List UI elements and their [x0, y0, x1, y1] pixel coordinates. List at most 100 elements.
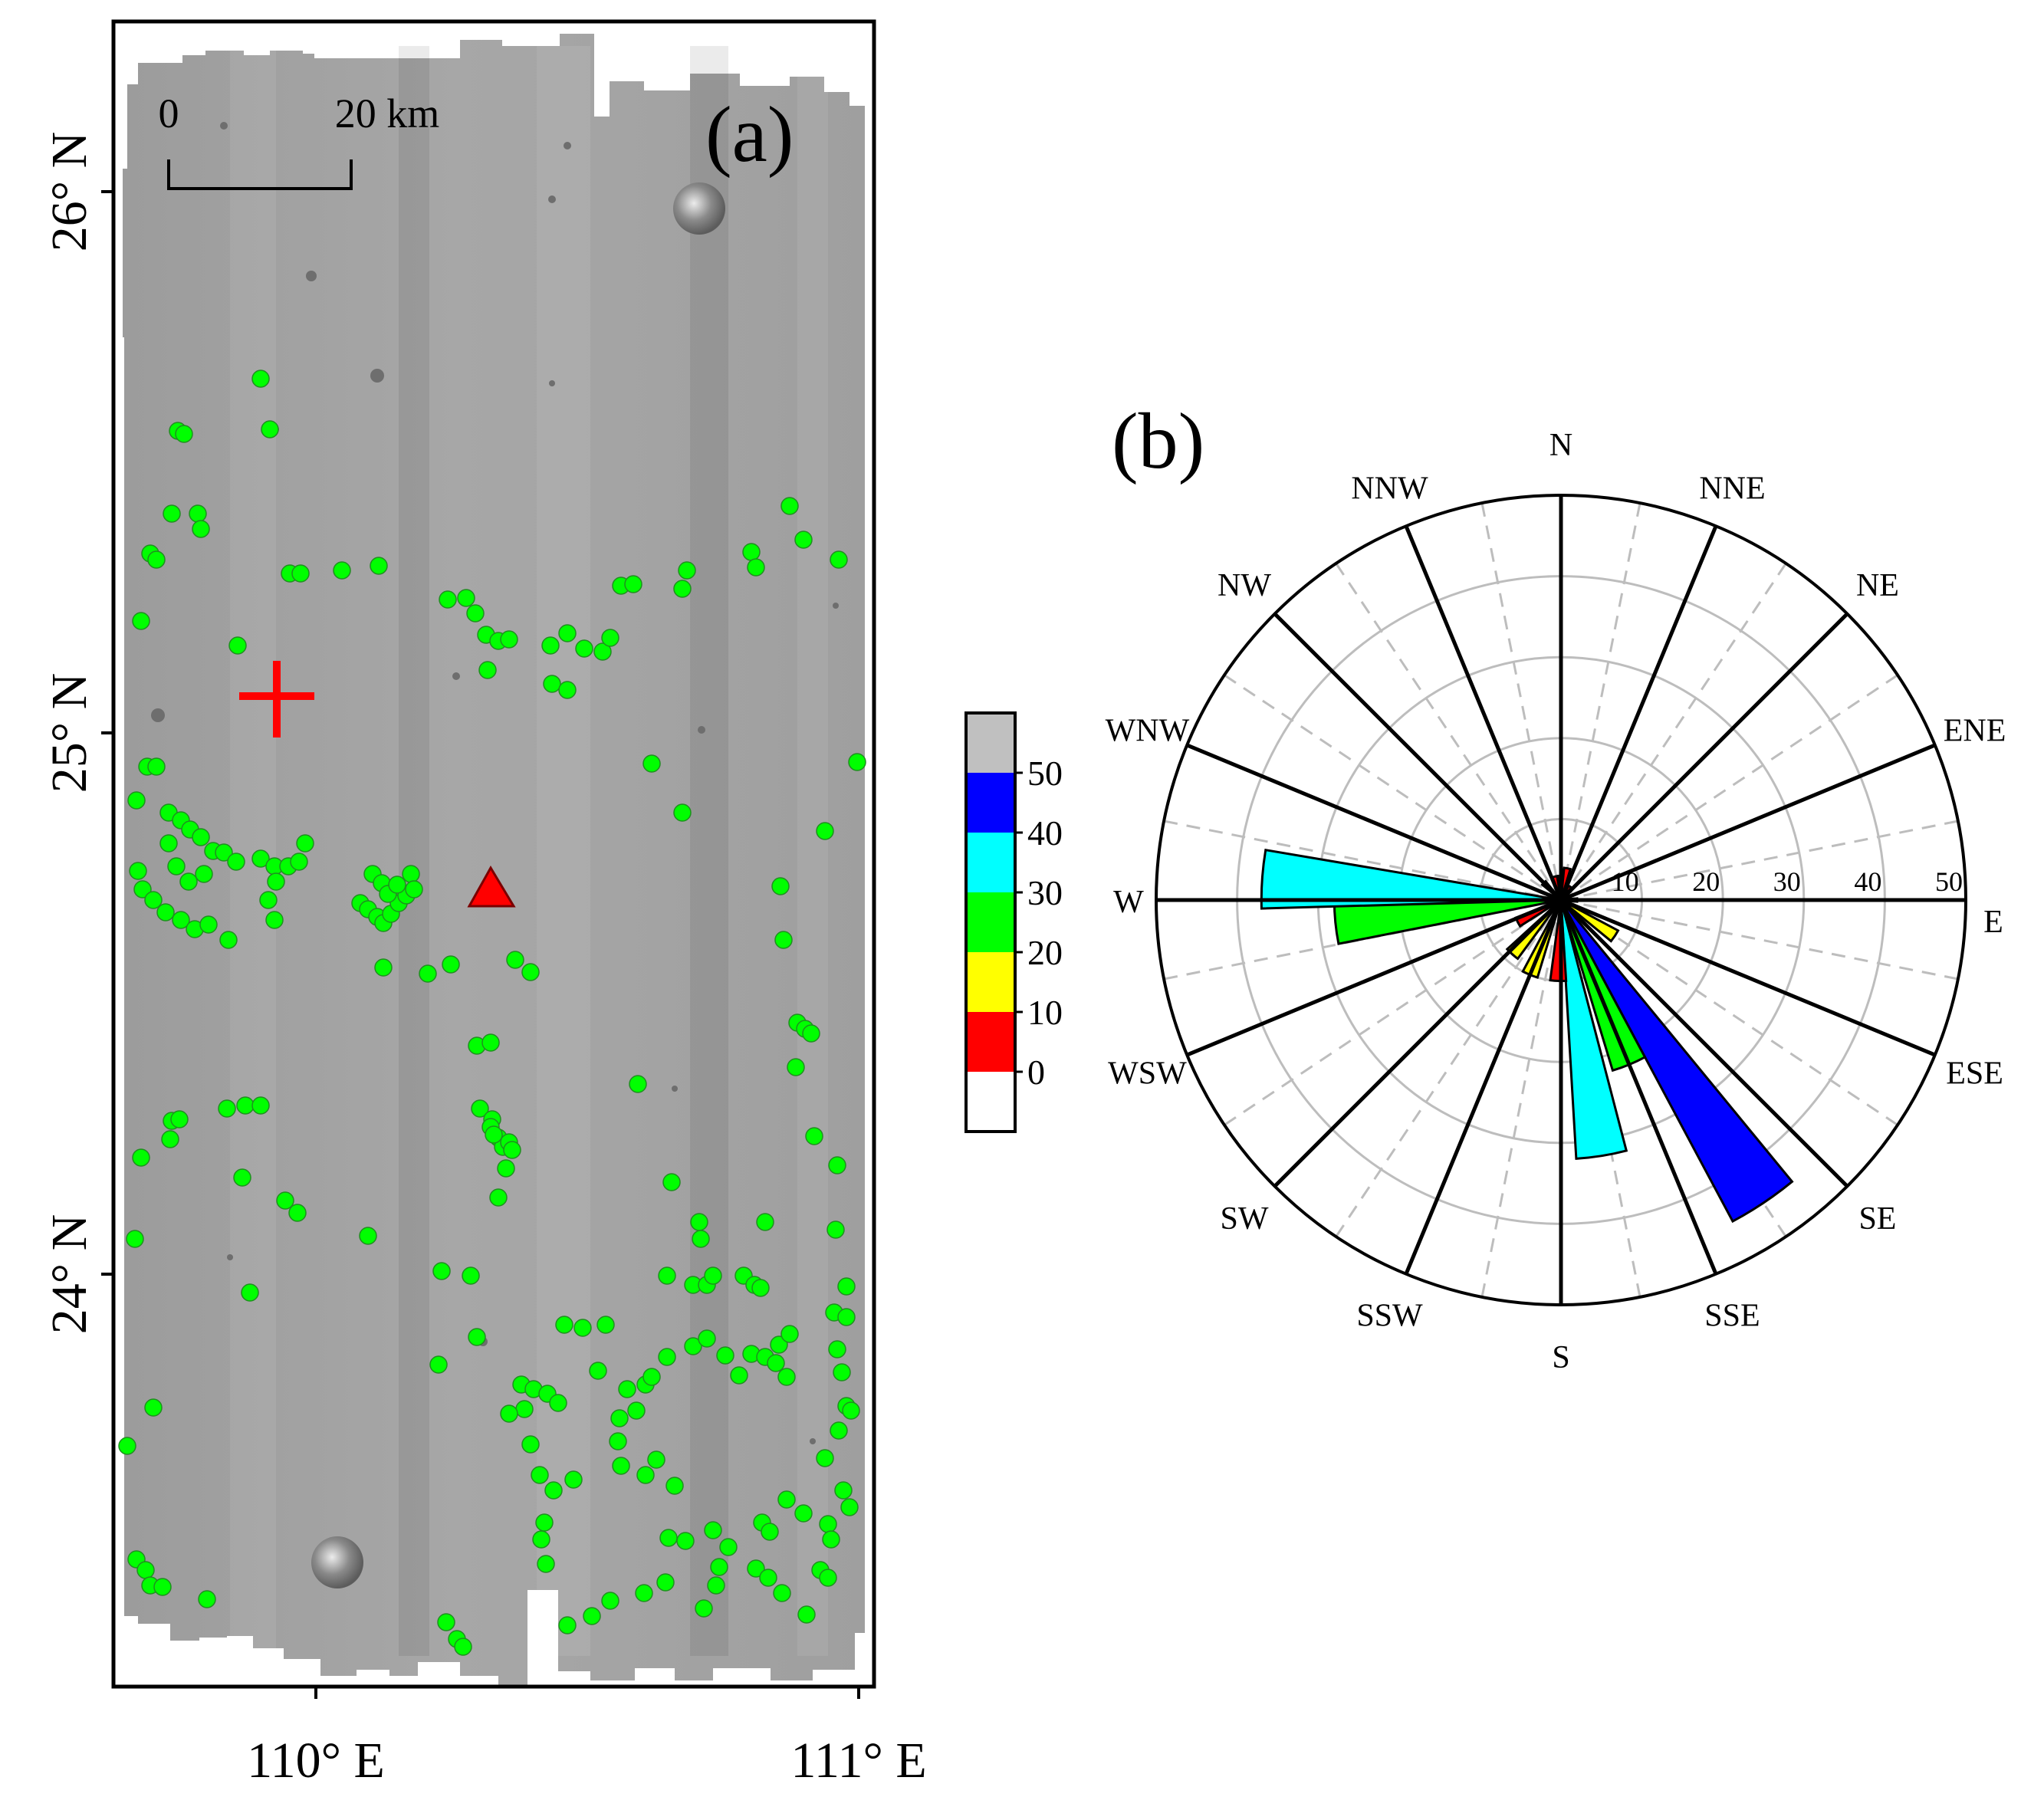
feature-point [673, 803, 692, 822]
feature-point [161, 1130, 179, 1148]
colorbar-segment [966, 1012, 1015, 1072]
feature-point [564, 1470, 583, 1489]
feature-point [629, 1075, 647, 1093]
feature-point [132, 1148, 150, 1167]
feature-point [787, 1058, 805, 1076]
rose-direction-label: W [1113, 885, 1144, 920]
feature-point [704, 1266, 722, 1285]
feature-point [601, 1592, 619, 1610]
rose-direction-label: S [1552, 1340, 1569, 1375]
rose-spoke [1404, 899, 1563, 1275]
small-craters [151, 122, 839, 1444]
feature-point [837, 1277, 856, 1296]
feature-point [830, 550, 848, 569]
rose-center [1550, 889, 1572, 911]
feature-point [437, 1613, 455, 1631]
colorbar: 50 40 30 20 10 0 [964, 711, 1063, 1133]
feature-point [506, 951, 524, 969]
feature-point [558, 624, 577, 642]
feature-point [233, 1168, 251, 1187]
feature-point [589, 1362, 607, 1380]
colorbar-tick-label: 50 [1027, 754, 1063, 793]
colorbar-tick-label: 20 [1027, 933, 1063, 972]
rose-spoke [1404, 525, 1563, 901]
feature-point [189, 504, 207, 523]
rose-spoke [1559, 899, 1718, 1275]
colorbar-tick-label: 30 [1027, 873, 1063, 912]
feature-point [816, 822, 834, 840]
red-triangle-marker [467, 866, 516, 908]
feature-point [199, 915, 218, 934]
feature-point [658, 1266, 676, 1285]
feature-point [642, 754, 661, 773]
feature-point [198, 1590, 216, 1608]
feature-point [267, 872, 285, 891]
mosaic-strips [230, 46, 828, 1656]
feature-point [136, 1561, 155, 1579]
feature-point [537, 1555, 555, 1573]
feature-point [777, 1368, 796, 1386]
feature-point [596, 1316, 615, 1334]
colorbar-segment [966, 773, 1015, 833]
feature-point [521, 1435, 540, 1454]
feature-point [624, 575, 642, 593]
scale-bar [167, 159, 353, 190]
feature-point [419, 964, 437, 983]
feature-point [466, 604, 485, 623]
feature-point [147, 757, 166, 776]
rose-direction-label: SSE [1704, 1299, 1760, 1334]
lat-ticks [101, 190, 113, 1276]
rose-spoke [1186, 743, 1562, 902]
feature-point [236, 1096, 255, 1115]
feature-point [500, 630, 518, 649]
feature-point [261, 420, 279, 439]
feature-point [819, 1569, 837, 1587]
feature-point [751, 1279, 770, 1297]
feature-point [833, 1363, 851, 1381]
feature-point [635, 1584, 653, 1602]
feature-point [133, 880, 152, 898]
feature-point [147, 550, 166, 569]
lat-label-25: 25° N [41, 673, 97, 793]
feature-point [291, 564, 310, 583]
feature-point [276, 1191, 294, 1210]
feature-point [627, 1401, 646, 1420]
feature-point [647, 1450, 665, 1469]
feature-point [665, 1477, 684, 1495]
feature-point [531, 1466, 549, 1484]
feature-point [704, 1521, 722, 1539]
rose-direction-label: E [1983, 905, 2003, 940]
rose-radial-tick-label: 50 [1935, 866, 1963, 897]
feature-point [767, 1354, 785, 1372]
feature-point [370, 557, 388, 575]
lon-label-111: 111° E [790, 1733, 926, 1789]
feature-point [828, 1340, 846, 1358]
feature-point [288, 1204, 307, 1222]
image-mosaic [123, 34, 865, 1687]
feature-point [828, 1156, 846, 1174]
feature-point [658, 1348, 676, 1366]
feature-point [558, 1616, 577, 1634]
feature-point [156, 903, 175, 921]
panel-a-label: (a) [705, 90, 794, 179]
feature-point [333, 561, 351, 580]
rose-direction-label: SE [1858, 1201, 1896, 1237]
lon-ticks [314, 1687, 860, 1699]
feature-point [175, 425, 193, 443]
rose-spoke [1186, 898, 1562, 1057]
rose-radial-tick-label: 10 [1612, 866, 1639, 897]
feature-point [756, 1213, 774, 1231]
feature-point [575, 639, 593, 658]
feature-point [716, 1346, 734, 1365]
feature-point [747, 1559, 765, 1578]
feature-point [692, 1230, 710, 1248]
feature-point [819, 1515, 837, 1533]
rose-radial-tick-label: 20 [1692, 866, 1720, 897]
panel-b-label: (b) [1112, 397, 1204, 485]
feature-point [840, 1498, 859, 1516]
feature-point [218, 1099, 236, 1118]
feature-point [127, 791, 146, 810]
feature-point [583, 1607, 601, 1625]
feature-point [126, 1230, 144, 1248]
rose-radial-tick-labels: 10 20 30 40 50 [1612, 866, 1963, 897]
